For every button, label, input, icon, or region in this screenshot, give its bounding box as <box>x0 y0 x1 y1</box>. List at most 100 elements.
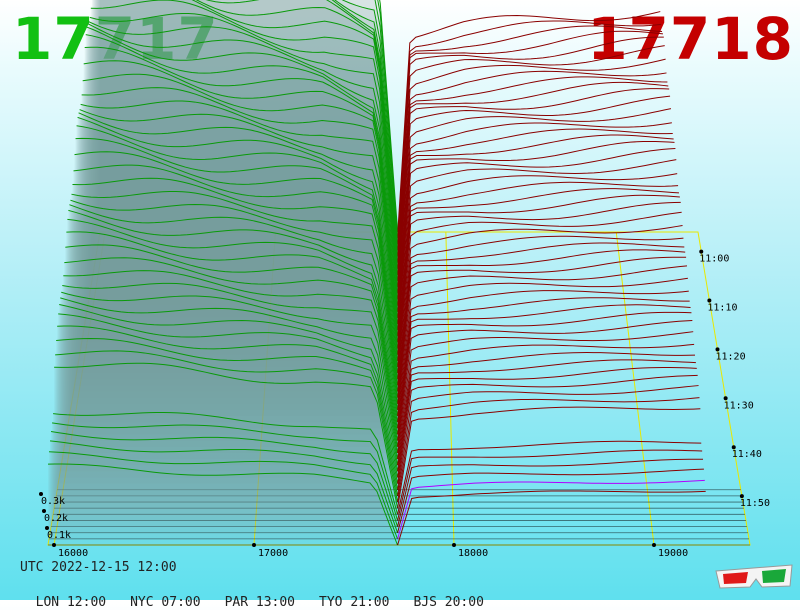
ask-depth-line <box>397 319 693 454</box>
bid-depth-line <box>53 411 399 515</box>
bid-depth-line <box>195 0 399 276</box>
chart-labels: 16000 17000 18000 19000 11:00 11:10 11:20 11:30… <box>39 249 770 559</box>
bid-shade <box>61 292 398 466</box>
time-tick-label: 11:00 <box>699 254 729 265</box>
bid-shade <box>64 257 398 447</box>
ask-depth-line <box>397 128 673 318</box>
ask-depth-line <box>397 122 672 312</box>
bid-shade <box>60 297 398 472</box>
x-tick-dot <box>252 543 256 547</box>
time-tick-label: 11:10 <box>707 302 737 313</box>
time-tick-label: 11:50 <box>740 498 770 509</box>
bid-shade <box>56 338 398 496</box>
bid-depth-line <box>57 325 399 490</box>
chart-lines <box>47 0 750 546</box>
bid-depth-line <box>62 282 399 460</box>
depth-chart: 16000 17000 18000 19000 11:00 11:10 11:20 11:30… <box>39 0 770 559</box>
ask-depth-line <box>397 256 687 411</box>
grid-line-x <box>53 231 106 546</box>
bid-depth-line <box>50 431 398 527</box>
ask-depth-line <box>397 159 677 343</box>
bid-depth-line <box>55 350 399 503</box>
timezone-bjs: BJS 20:00 <box>413 595 484 610</box>
x-tick-dot <box>452 543 456 547</box>
bid-depth-line <box>61 291 399 466</box>
ask-depth-line <box>397 343 695 466</box>
bid-depth-line <box>71 190 399 404</box>
ask-depth-line <box>397 331 694 460</box>
bid-depth-line <box>87 23 399 306</box>
ask-depth-line <box>397 311 692 447</box>
time-tick-dot <box>739 494 744 499</box>
ask-depth-line <box>397 297 690 435</box>
depth-tick-dot <box>39 492 43 496</box>
bid-depth-line <box>60 297 399 472</box>
x-tick-dot <box>52 543 56 547</box>
ask-depth-line <box>397 304 691 441</box>
ask-depth-line <box>397 235 684 392</box>
ask-depth-line <box>397 374 698 490</box>
timezone-par: PAR 13:00 <box>224 595 296 610</box>
x-tick-label: 18000 <box>458 548 488 559</box>
depth-tick-label: 0.2k <box>44 513 68 524</box>
bid-depth-line <box>68 209 399 423</box>
utc-time: UTC 2022-12-15 12:00 <box>20 560 177 575</box>
3d-glasses-icon[interactable] <box>714 562 794 592</box>
bid-shade <box>94 0 398 263</box>
time-tick-dot <box>723 396 728 401</box>
grid-line-x <box>615 231 655 546</box>
ask-depth-line <box>397 397 700 503</box>
bid-depth-line <box>90 0 399 288</box>
bid-depth-line <box>56 338 399 496</box>
bid-depth-line <box>64 257 399 447</box>
ask-depth-line <box>397 458 704 527</box>
depth-tick-dot <box>42 509 46 513</box>
bid-depth-line <box>59 304 399 478</box>
bid-shade <box>72 178 398 398</box>
ask-depth-line <box>397 76 668 282</box>
ask-depth-line <box>397 449 703 521</box>
bid-depth-line <box>81 87 399 343</box>
bid-shade <box>48 464 398 545</box>
bid-shade <box>79 109 398 355</box>
ask-depth-line <box>397 140 675 331</box>
ask-depth-line <box>397 265 688 417</box>
ask-depth-line <box>397 30 663 251</box>
bid-shade <box>63 270 398 453</box>
time-tick-label: 11:30 <box>724 400 754 411</box>
bid-depth-line <box>48 451 398 540</box>
bid-depth-line <box>70 199 399 411</box>
x-tick-label: 19000 <box>658 548 688 559</box>
ask-depth-line <box>397 58 666 269</box>
bid-shade <box>73 165 398 392</box>
bid-shade <box>90 0 398 288</box>
bid-depth-line <box>77 116 399 368</box>
bid-shade <box>89 13 398 294</box>
bid-shade <box>100 0 398 232</box>
bid-depth-line <box>63 270 399 454</box>
bid-shade <box>62 283 398 460</box>
ask-depth-line <box>397 36 664 257</box>
ask-price: 17718 <box>587 5 794 73</box>
ask-depth-line <box>397 95 671 300</box>
bid-depth-line <box>191 0 399 282</box>
ask-depth-line <box>397 224 683 386</box>
x-tick-label: 17000 <box>258 548 288 559</box>
bid-shade <box>97 0 398 245</box>
ask-depth-line <box>397 468 704 533</box>
bid-depth-line <box>334 0 399 257</box>
bid-depth-line <box>69 204 399 417</box>
bid-depth-line <box>76 125 399 374</box>
bid-depth-line <box>80 100 399 349</box>
ask-depth-line <box>397 366 697 484</box>
depth-tick-dot <box>45 526 49 530</box>
ask-depth-line <box>397 11 661 233</box>
bid-depth-line <box>82 73 399 337</box>
ask-depth-line <box>397 188 680 361</box>
bid-depth-line <box>75 137 399 380</box>
bid-depth-line <box>47 463 398 546</box>
bid-depth-line <box>88 21 399 300</box>
ask-depth-line <box>397 242 685 398</box>
bid-depth-line <box>331 0 399 263</box>
bid-shade <box>81 87 398 343</box>
